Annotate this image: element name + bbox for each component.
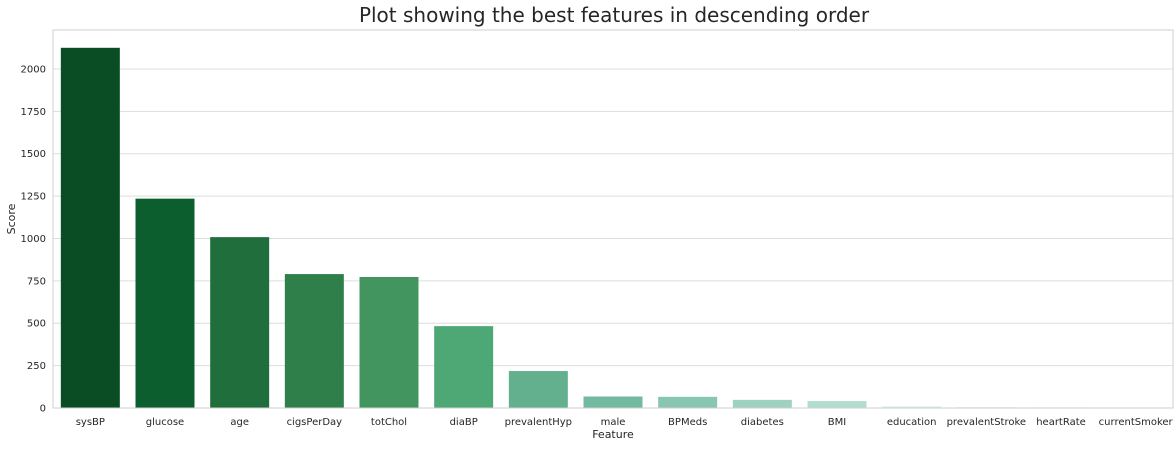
bar-totChol	[360, 277, 419, 408]
x-tick-label: glucose	[146, 417, 184, 428]
y-tick-label: 250	[27, 361, 46, 372]
x-tick-label: totChol	[371, 417, 407, 428]
x-tick-label: currentSmoker	[1099, 417, 1174, 428]
bar-prevalentHyp	[509, 371, 568, 408]
y-tick-label: 750	[27, 276, 46, 287]
x-tick-label: BMI	[828, 417, 846, 428]
x-axis-ticks: sysBP glucose age cigsPerDay totChol diaBP pre…	[76, 417, 1174, 428]
x-tick-label: diaBP	[450, 417, 478, 428]
x-tick-label: sysBP	[76, 417, 105, 428]
y-tick-label: 1750	[21, 107, 46, 118]
bar-BMI	[808, 401, 867, 408]
x-tick-label: prevalentStroke	[947, 417, 1027, 428]
bar-male	[584, 396, 643, 408]
bar-age	[210, 237, 269, 408]
bars	[61, 48, 1165, 408]
bar-diaBP	[434, 326, 493, 408]
y-axis-ticks: 0 250 500 750 1000 1250 1500 1750 2000	[21, 64, 46, 414]
x-tick-label: age	[230, 417, 249, 428]
x-tick-label: male	[601, 417, 626, 428]
bar-glucose	[136, 199, 195, 408]
bar-BPMeds	[658, 397, 717, 408]
y-tick-label: 1000	[21, 234, 46, 245]
x-tick-label: cigsPerDay	[287, 417, 343, 428]
y-tick-label: 2000	[21, 64, 46, 75]
x-tick-label: prevalentHyp	[505, 417, 572, 428]
y-tick-label: 1500	[21, 149, 46, 160]
y-tick-label: 500	[27, 319, 46, 330]
y-axis-label: Score	[5, 203, 18, 234]
x-tick-label: BPMeds	[668, 417, 707, 428]
bar-cigsPerDay	[285, 274, 344, 408]
bar-diabetes	[733, 400, 792, 408]
x-tick-label: diabetes	[741, 417, 784, 428]
y-tick-label: 0	[40, 404, 46, 415]
x-axis-label: Feature	[592, 428, 634, 441]
bar-sysBP	[61, 48, 120, 408]
x-tick-label: education	[887, 417, 937, 428]
chart-title: Plot showing the best features in descen…	[359, 3, 870, 27]
x-tick-label: heartRate	[1036, 417, 1086, 428]
y-tick-label: 1250	[21, 192, 46, 203]
